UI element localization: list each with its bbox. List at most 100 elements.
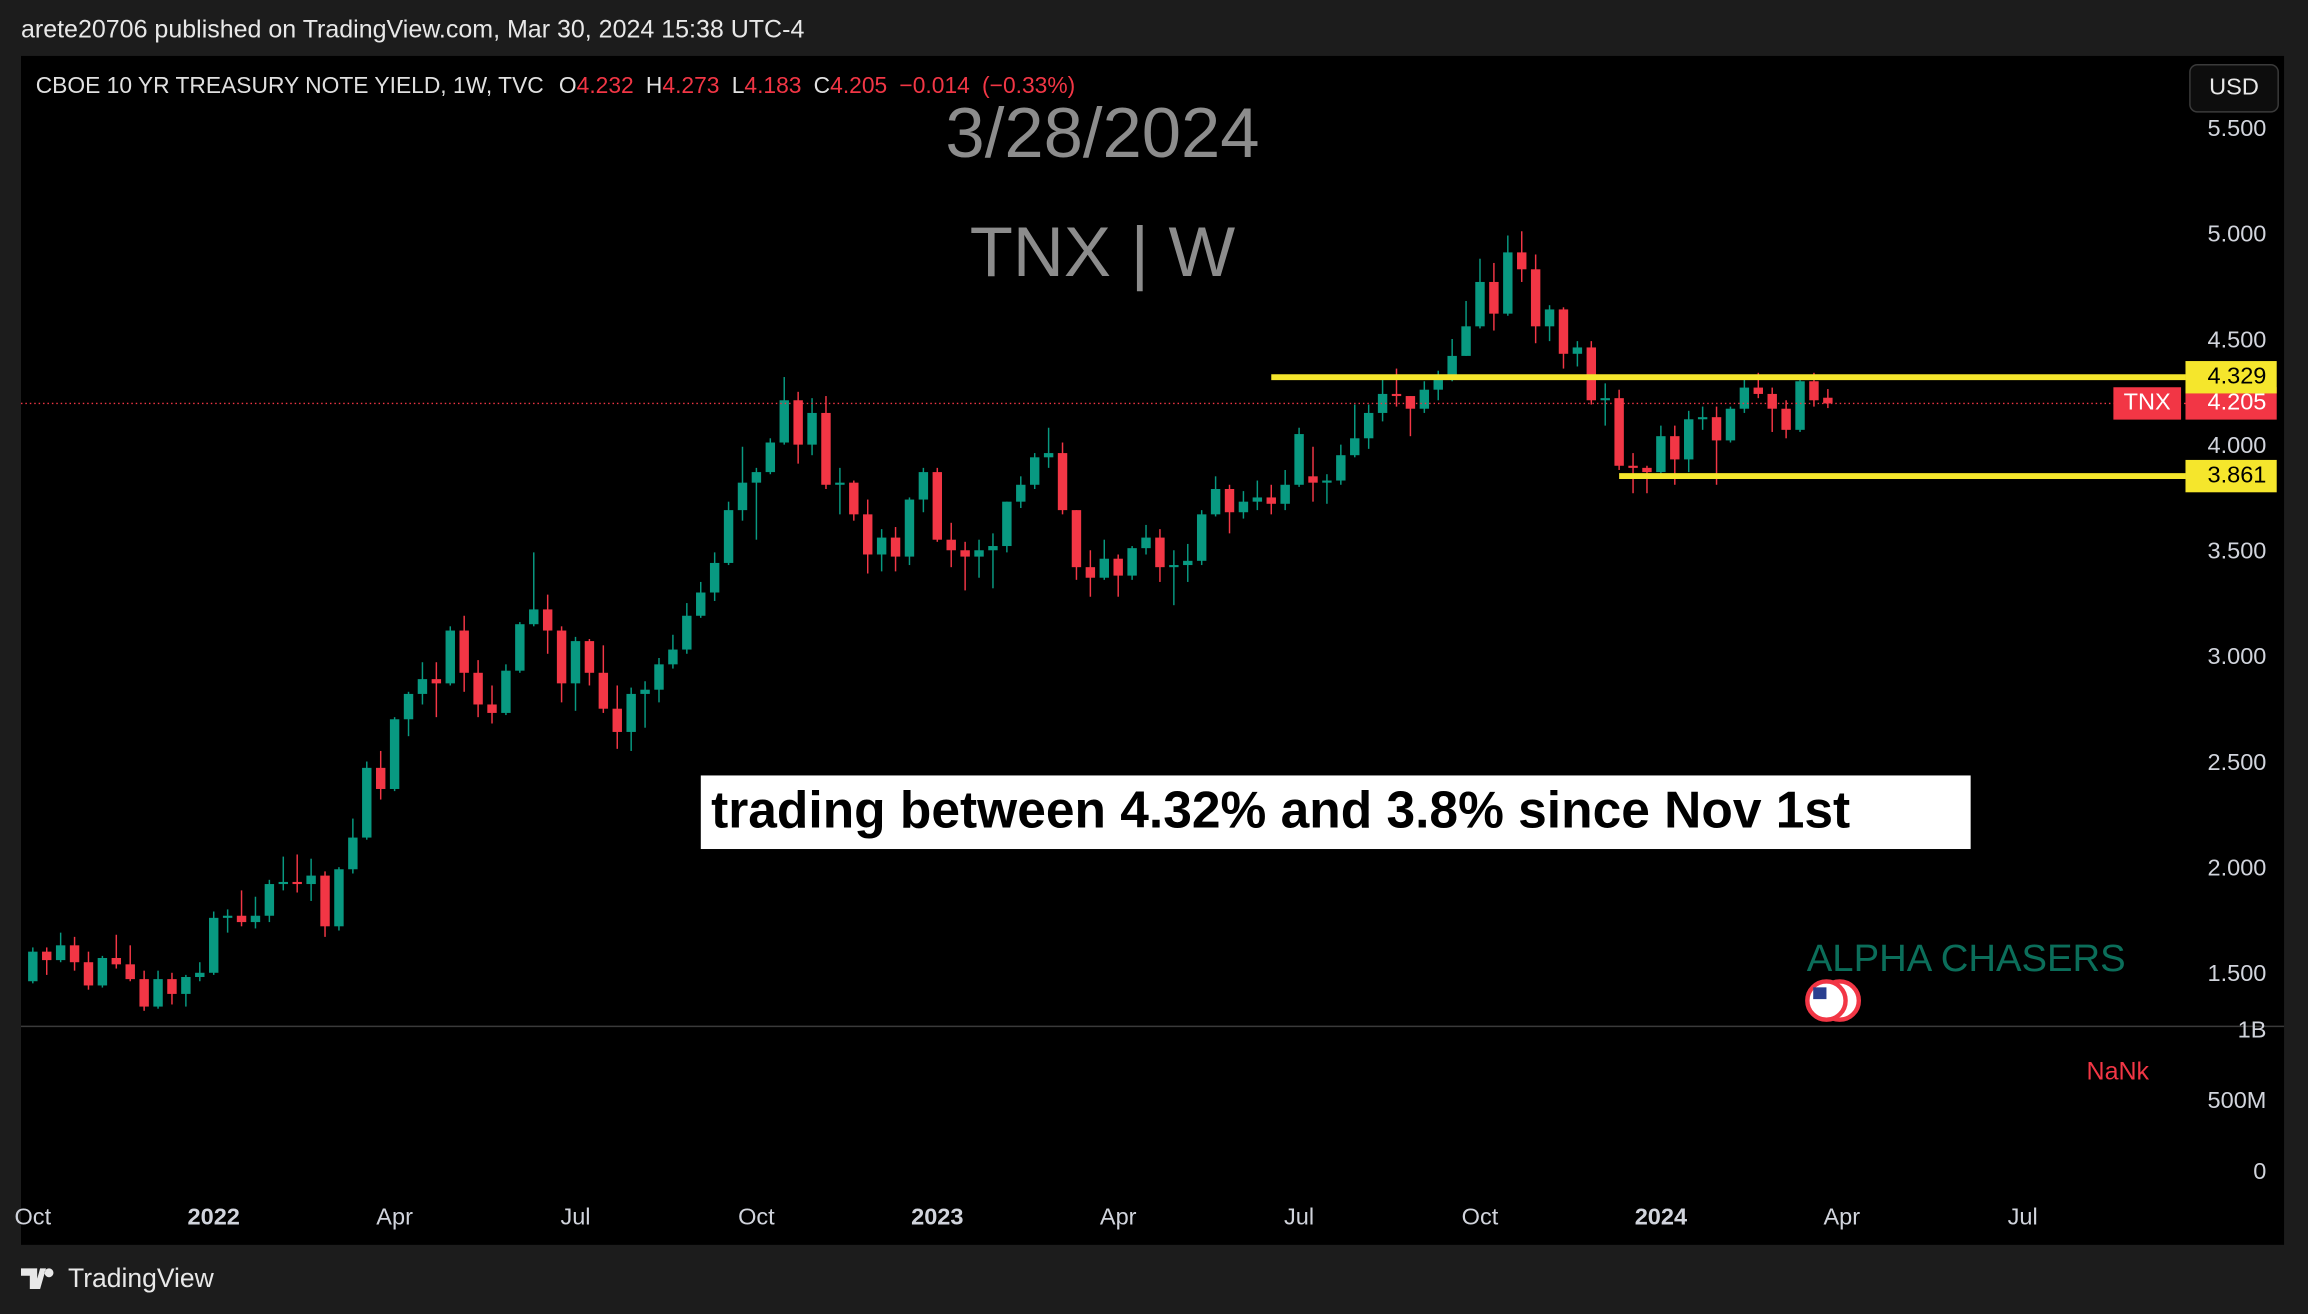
- candle-body: [278, 881, 288, 885]
- y-tick-label: 5.500: [2208, 115, 2267, 141]
- plot: 1.500 2.000 2.500 3.000 3.500 4.000 4.500 5.000…: [15, 115, 2277, 1230]
- candle-body: [1503, 252, 1513, 314]
- candle-body: [890, 537, 901, 557]
- candle-body: [1099, 558, 1109, 578]
- y-tick-label: 2.500: [2208, 749, 2267, 775]
- candle-body: [1057, 453, 1068, 511]
- legend-change: −0.014: [899, 72, 970, 98]
- candle-body: [598, 672, 609, 709]
- candle-body: [1294, 434, 1304, 485]
- candle-body: [139, 979, 149, 1007]
- x-tick-label: Oct: [1462, 1204, 1499, 1230]
- candle-body: [709, 562, 720, 593]
- legend-title: CBOE 10 YR TREASURY NOTE YIELD, 1W, TVC: [36, 72, 544, 98]
- y-tick-label: 4.500: [2208, 326, 2267, 352]
- candle-body: [1377, 393, 1388, 413]
- candle-body: [1461, 326, 1471, 356]
- candle-body: [584, 641, 595, 673]
- candle-body: [501, 670, 511, 713]
- brand: TradingView: [68, 1263, 215, 1293]
- candle-body: [1628, 465, 1638, 468]
- candle-body: [1517, 252, 1527, 270]
- candle-body: [1656, 436, 1666, 473]
- flag-icons: [1805, 979, 1862, 1022]
- candle-body: [1363, 412, 1374, 439]
- volume-tick-label: 0: [2253, 1158, 2266, 1184]
- candle-body: [83, 962, 94, 986]
- candle-body: [1029, 457, 1040, 485]
- x-tick-label: 2024: [1635, 1204, 1687, 1230]
- candle-body: [988, 546, 998, 551]
- y-tick-label: 3.000: [2208, 643, 2267, 669]
- candle-body: [723, 510, 734, 563]
- candle-body: [932, 472, 943, 540]
- symbol-label: TNX: [2124, 389, 2171, 415]
- candle-body: [570, 641, 581, 684]
- candle-body: [835, 482, 845, 485]
- candle-body: [1266, 497, 1276, 504]
- candle-body: [1739, 387, 1750, 409]
- candle-body: [612, 708, 622, 732]
- candle-body: [181, 977, 191, 994]
- candle-body: [1600, 398, 1610, 401]
- candle-body: [1642, 467, 1652, 473]
- candle-body: [417, 679, 428, 694]
- candle-body: [682, 615, 692, 650]
- flag-canton: [1813, 987, 1827, 1000]
- candle-body: [125, 964, 135, 980]
- candle-body: [1670, 436, 1680, 460]
- candle-body: [626, 693, 636, 732]
- legend-key: L: [732, 72, 745, 98]
- x-tick-label: Apr: [1100, 1204, 1137, 1230]
- candle-body: [222, 915, 233, 918]
- candle-body: [1210, 488, 1221, 515]
- candle-body: [1489, 281, 1499, 314]
- volume-tick-label: 1B: [2238, 1017, 2267, 1043]
- level-label: 4.329: [2208, 362, 2267, 388]
- y-tick-label: 1.500: [2208, 960, 2267, 986]
- candle-body: [1767, 393, 1777, 409]
- y-tick-label: 3.500: [2208, 538, 2267, 564]
- candle-body: [459, 630, 469, 673]
- candle-body: [737, 482, 748, 511]
- candle-body: [529, 609, 539, 625]
- chart-area: [20, 55, 2285, 1245]
- candle-body: [1016, 484, 1026, 502]
- level-box: [2185, 361, 2277, 394]
- candle-body: [918, 472, 929, 500]
- candle-body: [1127, 548, 1137, 576]
- candle-body: [1530, 269, 1541, 327]
- symbol-box: [2113, 387, 2182, 420]
- currency-button[interactable]: [2189, 64, 2279, 113]
- candle-body: [28, 951, 38, 982]
- candle-body: [960, 550, 970, 557]
- volume-value: NaNk: [2087, 1057, 2150, 1085]
- candle-body: [1753, 387, 1763, 394]
- candle-body: [320, 875, 330, 927]
- candle-body: [1280, 484, 1290, 504]
- candle-body: [542, 609, 553, 631]
- candle-body: [431, 679, 442, 684]
- candle-body: [236, 915, 247, 923]
- candle-body: [250, 915, 261, 923]
- candle-body: [696, 592, 706, 616]
- candle-body: [1169, 565, 1179, 568]
- candle-body: [473, 672, 483, 705]
- x-tick-label: Oct: [738, 1204, 775, 1230]
- candle-body: [863, 514, 873, 555]
- level-label: 3.861: [2208, 461, 2267, 487]
- legend-value: 4.183: [744, 72, 801, 98]
- candle-body: [403, 693, 414, 720]
- candle-body: [1614, 398, 1624, 466]
- candle-body: [1725, 408, 1736, 441]
- legend: CBOE 10 YR TREASURY NOTE YIELD, 1W, TVC …: [36, 72, 1075, 98]
- candle-body: [1711, 417, 1722, 441]
- candle-body: [1308, 476, 1318, 483]
- candle-body: [1336, 455, 1346, 481]
- volume-tick-label: 500M: [2208, 1087, 2267, 1113]
- candle-body: [1141, 537, 1151, 549]
- candle-body: [153, 979, 163, 1007]
- currency-label[interactable]: USD: [2209, 74, 2259, 100]
- annotation: trading between 4.32% and 3.8% since Nov…: [711, 780, 1850, 838]
